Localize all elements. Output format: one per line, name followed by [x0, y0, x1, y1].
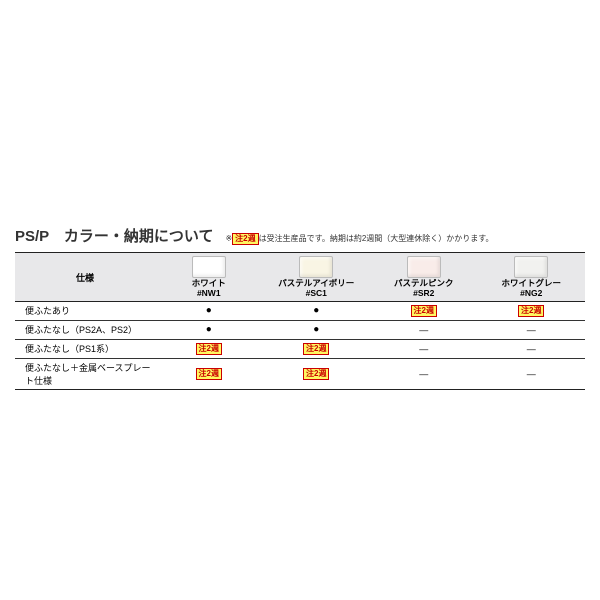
- swatch-icon: [407, 256, 441, 278]
- dot-icon: ●: [206, 305, 212, 316]
- cell: 注2週: [155, 358, 263, 389]
- swatch-icon: [514, 256, 548, 278]
- cell: ●: [155, 320, 263, 339]
- dash-icon: —: [419, 325, 428, 335]
- notice-badge-icon: 注2週: [411, 305, 437, 317]
- dash-icon: —: [527, 344, 536, 354]
- cell: 注2週: [155, 339, 263, 358]
- swatch-icon: [299, 256, 333, 278]
- note-text: は受注生産品です。納期は約2週間（大型連休除く）かかります。: [259, 234, 494, 243]
- row-label: 便ふたなし（PS1系）: [15, 339, 155, 358]
- cell: 注2週: [478, 301, 586, 320]
- notice-badge-icon: 注2週: [232, 233, 258, 245]
- cell: —: [370, 358, 478, 389]
- cell: 注2週: [263, 358, 371, 389]
- table-row: 便ふたなし（PS2A、PS2） ● ● — —: [15, 320, 585, 339]
- notice-badge-icon: 注2週: [196, 368, 222, 380]
- dash-icon: —: [527, 369, 536, 379]
- cell: ●: [263, 320, 371, 339]
- table-row: 便ふたあり ● ● 注2週 注2週: [15, 301, 585, 320]
- notice-badge-icon: 注2週: [303, 343, 329, 355]
- notice-badge-icon: 注2週: [303, 368, 329, 380]
- row-label: 便ふたなし＋金属ベースプレート仕様: [15, 358, 155, 389]
- color-spec-table: 仕様 ホワイト #NW1 パステルアイボリー #SC1 パステルピンク #SR2: [15, 252, 585, 390]
- notice-badge-icon: 注2週: [518, 305, 544, 317]
- cell: —: [478, 320, 586, 339]
- table-row: 便ふたなし＋金属ベースプレート仕様 注2週 注2週 — —: [15, 358, 585, 389]
- table-row: 便ふたなし（PS1系） 注2週 注2週 — —: [15, 339, 585, 358]
- swatch-icon: [192, 256, 226, 278]
- dash-icon: —: [527, 325, 536, 335]
- cell: ●: [263, 301, 371, 320]
- note-prefix: ※: [225, 234, 232, 243]
- col-header: パステルピンク #SR2: [370, 253, 478, 302]
- table-body: 便ふたあり●●注2週注2週便ふたなし（PS2A、PS2）●●——便ふたなし（PS…: [15, 301, 585, 389]
- spec-sheet: PS/P カラー・納期について ※注2週は受注生産品です。納期は約2週間（大型連…: [15, 225, 585, 390]
- note-line: ※注2週は受注生産品です。納期は約2週間（大型連休除く）かかります。: [225, 233, 493, 245]
- spec-header: 仕様: [15, 253, 155, 302]
- col-code: #SR2: [372, 289, 476, 299]
- dash-icon: —: [419, 369, 428, 379]
- cell: —: [370, 320, 478, 339]
- col-header: ホワイトグレー #NG2: [478, 253, 586, 302]
- cell: —: [478, 358, 586, 389]
- col-code: #NG2: [480, 289, 584, 299]
- col-code: #SC1: [265, 289, 369, 299]
- page-title: PS/P カラー・納期について: [15, 225, 213, 246]
- dash-icon: —: [419, 344, 428, 354]
- dot-icon: ●: [313, 324, 319, 335]
- cell: —: [370, 339, 478, 358]
- cell: ●: [155, 301, 263, 320]
- dot-icon: ●: [206, 324, 212, 335]
- col-code: #NW1: [157, 289, 261, 299]
- cell: —: [478, 339, 586, 358]
- dot-icon: ●: [313, 305, 319, 316]
- row-label: 便ふたなし（PS2A、PS2）: [15, 320, 155, 339]
- notice-badge-icon: 注2週: [196, 343, 222, 355]
- table-header-row: 仕様 ホワイト #NW1 パステルアイボリー #SC1 パステルピンク #SR2: [15, 253, 585, 302]
- row-label: 便ふたあり: [15, 301, 155, 320]
- title-row: PS/P カラー・納期について ※注2週は受注生産品です。納期は約2週間（大型連…: [15, 225, 585, 246]
- cell: 注2週: [370, 301, 478, 320]
- col-header: ホワイト #NW1: [155, 253, 263, 302]
- col-header: パステルアイボリー #SC1: [263, 253, 371, 302]
- cell: 注2週: [263, 339, 371, 358]
